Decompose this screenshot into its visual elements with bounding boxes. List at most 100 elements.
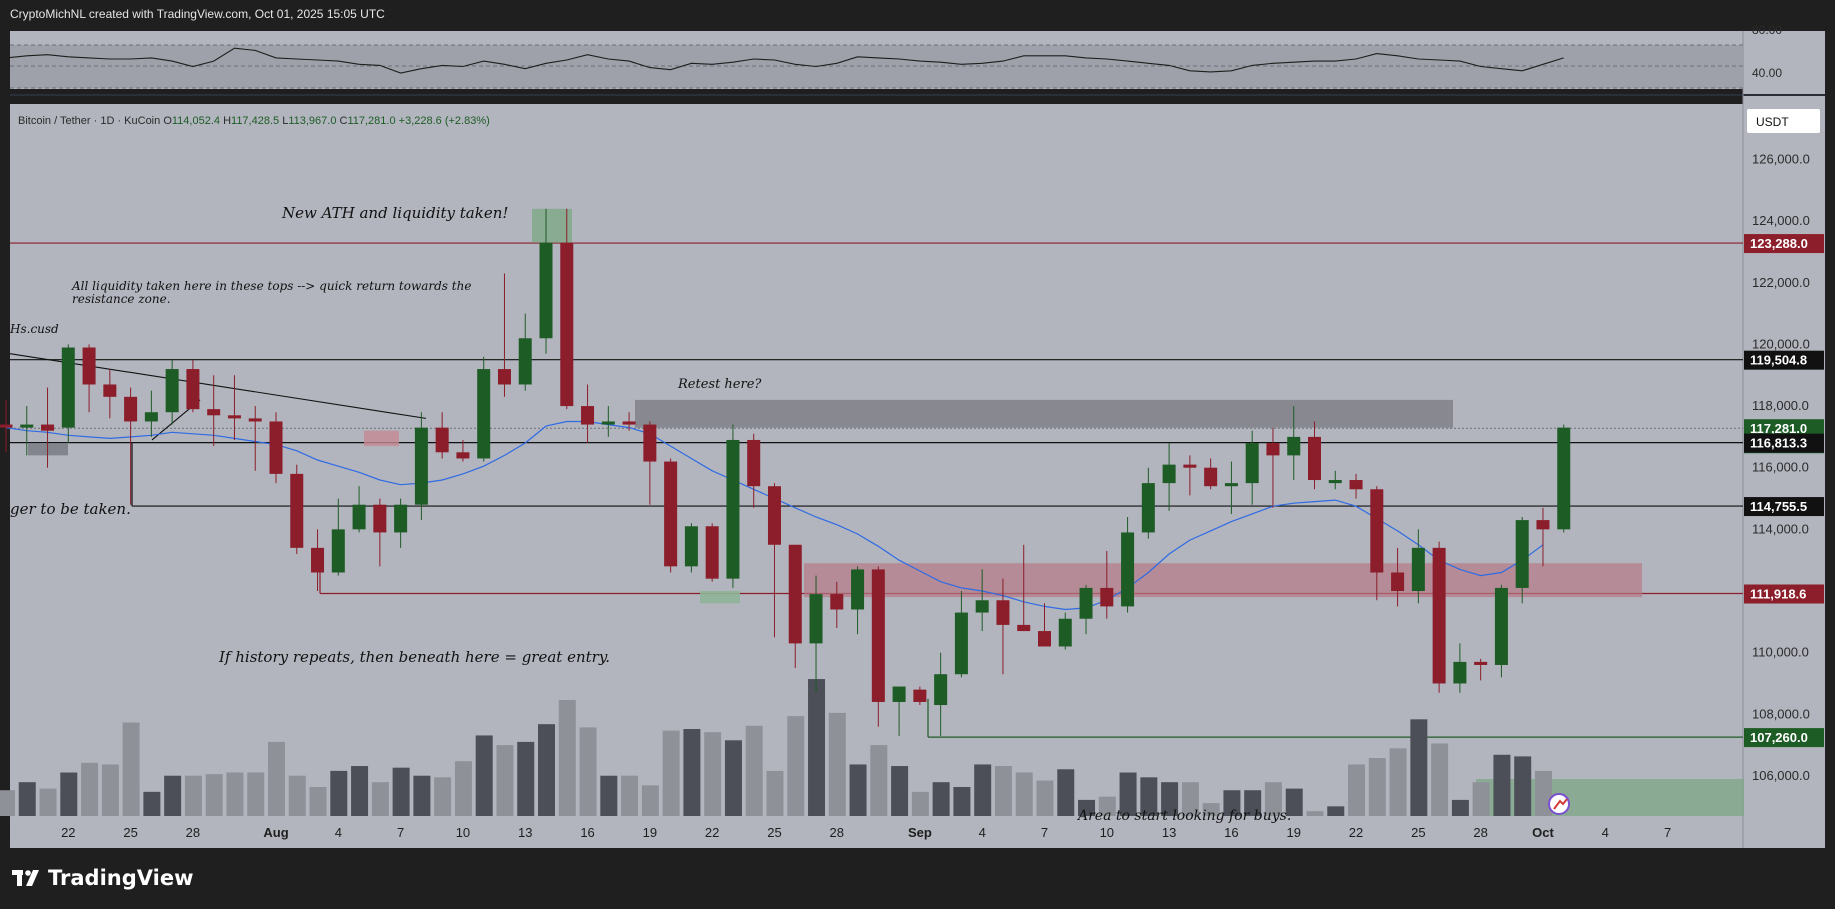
volume-bar	[475, 735, 493, 816]
candle-body	[892, 686, 906, 702]
candle-body	[1411, 547, 1425, 591]
candle-body	[788, 544, 802, 644]
change-value: +3,228.6 (+2.83%)	[399, 115, 490, 127]
tradingview-logo[interactable]: TradingView	[12, 866, 193, 890]
candle-body	[643, 424, 657, 462]
candle-body	[41, 424, 55, 431]
x-tick-label: 28	[1473, 825, 1487, 840]
candle-body	[1494, 587, 1508, 665]
volume-bar	[1431, 743, 1449, 816]
main-panel	[10, 104, 1743, 848]
price-label-bg	[1744, 584, 1824, 604]
volume-bar	[1057, 769, 1075, 816]
volume-bar	[496, 745, 514, 816]
candle-body	[684, 526, 698, 567]
candle-body	[996, 600, 1010, 625]
volume-bar	[122, 722, 140, 816]
price-chart[interactable]: 80.00 40.00 126,000.0 124,000.0 122,000.0 120…	[0, 0, 1835, 852]
candle-body	[726, 439, 740, 579]
volume-bar	[600, 775, 618, 816]
volume-bar	[1451, 799, 1469, 816]
volume-bar	[621, 775, 639, 816]
rsi-tick-label: 80.00	[1752, 23, 1782, 37]
volume-bars	[0, 679, 1552, 816]
candle-body	[1391, 572, 1405, 591]
candle-body	[1349, 480, 1363, 490]
candle-body	[1370, 489, 1384, 573]
x-tick-label: 7	[1664, 825, 1671, 840]
volume-bar	[683, 729, 701, 816]
annotation-ath: New ATH and liquidity taken!	[281, 204, 508, 222]
candle-body	[1453, 661, 1467, 684]
candle-body	[581, 406, 595, 425]
annotation-history: If history repeats, then beneath here = …	[218, 648, 610, 666]
candle-body	[1162, 464, 1176, 484]
candle-body	[373, 504, 387, 533]
candle-body	[144, 412, 158, 422]
x-tick-label: 16	[1224, 825, 1238, 840]
x-tick-label: 19	[1286, 825, 1300, 840]
x-tick-label: 28	[830, 825, 844, 840]
candles	[0, 208, 1571, 736]
small-green-zone	[700, 590, 740, 604]
candle-body	[601, 421, 615, 425]
close-label: C	[340, 115, 348, 127]
candle-body	[477, 369, 491, 459]
volume-bar	[538, 724, 556, 816]
volume-bar	[558, 700, 576, 816]
volume-bar	[184, 775, 202, 816]
price-label-text: 119,504.8	[1750, 353, 1807, 368]
volume-bar	[392, 767, 410, 816]
alert-icon	[1548, 793, 1570, 815]
volume-bar	[704, 732, 722, 816]
candle-body	[747, 439, 761, 487]
candle-body	[1308, 436, 1321, 481]
x-tick-label: 4	[1602, 825, 1609, 840]
annotation-liquidity-1: All liquidity taken here in these tops -…	[71, 279, 471, 293]
x-tick-label: 13	[1162, 825, 1176, 840]
currency-badge-bg	[1747, 109, 1820, 133]
y-tick-label: 116,000.0	[1752, 460, 1809, 475]
candle-body	[497, 369, 511, 385]
y-tick-label: 122,000.0	[1752, 275, 1810, 290]
candle-body	[705, 526, 719, 579]
volume-bar	[849, 764, 867, 816]
x-tick-label: 7	[397, 825, 404, 840]
price-label: 107,260.0	[1744, 728, 1824, 748]
volume-bar	[1514, 756, 1532, 816]
candle-body	[311, 547, 325, 573]
price-label: 111,918.6	[1744, 584, 1824, 604]
volume-bar	[143, 791, 161, 816]
volume-bar	[1244, 790, 1262, 816]
candle-body	[1266, 443, 1280, 456]
x-tick-label: 22	[61, 825, 75, 840]
volume-bar	[745, 725, 763, 816]
candle-body	[622, 421, 636, 425]
price-label-text: 107,260.0	[1750, 730, 1808, 745]
candle-body	[560, 242, 574, 407]
x-tick-label: 16	[580, 825, 594, 840]
candle-body	[1079, 587, 1093, 619]
x-tick-label: Sep	[908, 825, 932, 840]
candle-body	[414, 427, 428, 505]
volume-bar	[1140, 777, 1158, 816]
candle-body	[0, 424, 13, 428]
candle-body	[269, 421, 283, 474]
candle-body	[103, 384, 117, 397]
candle-body	[1245, 443, 1259, 484]
y-tick-label: 120,000.0	[1752, 336, 1810, 351]
annotation-taken: ger to be taken.	[10, 500, 131, 518]
y-tick-label: 118,000.0	[1752, 398, 1809, 413]
price-label-bg	[1744, 433, 1824, 453]
candle-body	[934, 674, 948, 706]
candle-body	[1432, 547, 1446, 684]
candle-body	[1224, 483, 1238, 487]
rsi-line	[5, 47, 1564, 74]
candle-body	[518, 338, 532, 385]
x-tick-label: 13	[518, 825, 532, 840]
small-zone	[364, 430, 399, 447]
ath-highlight	[532, 208, 572, 243]
candle-body	[207, 409, 221, 416]
candle-body	[539, 242, 553, 339]
volume-bar	[1285, 788, 1303, 816]
